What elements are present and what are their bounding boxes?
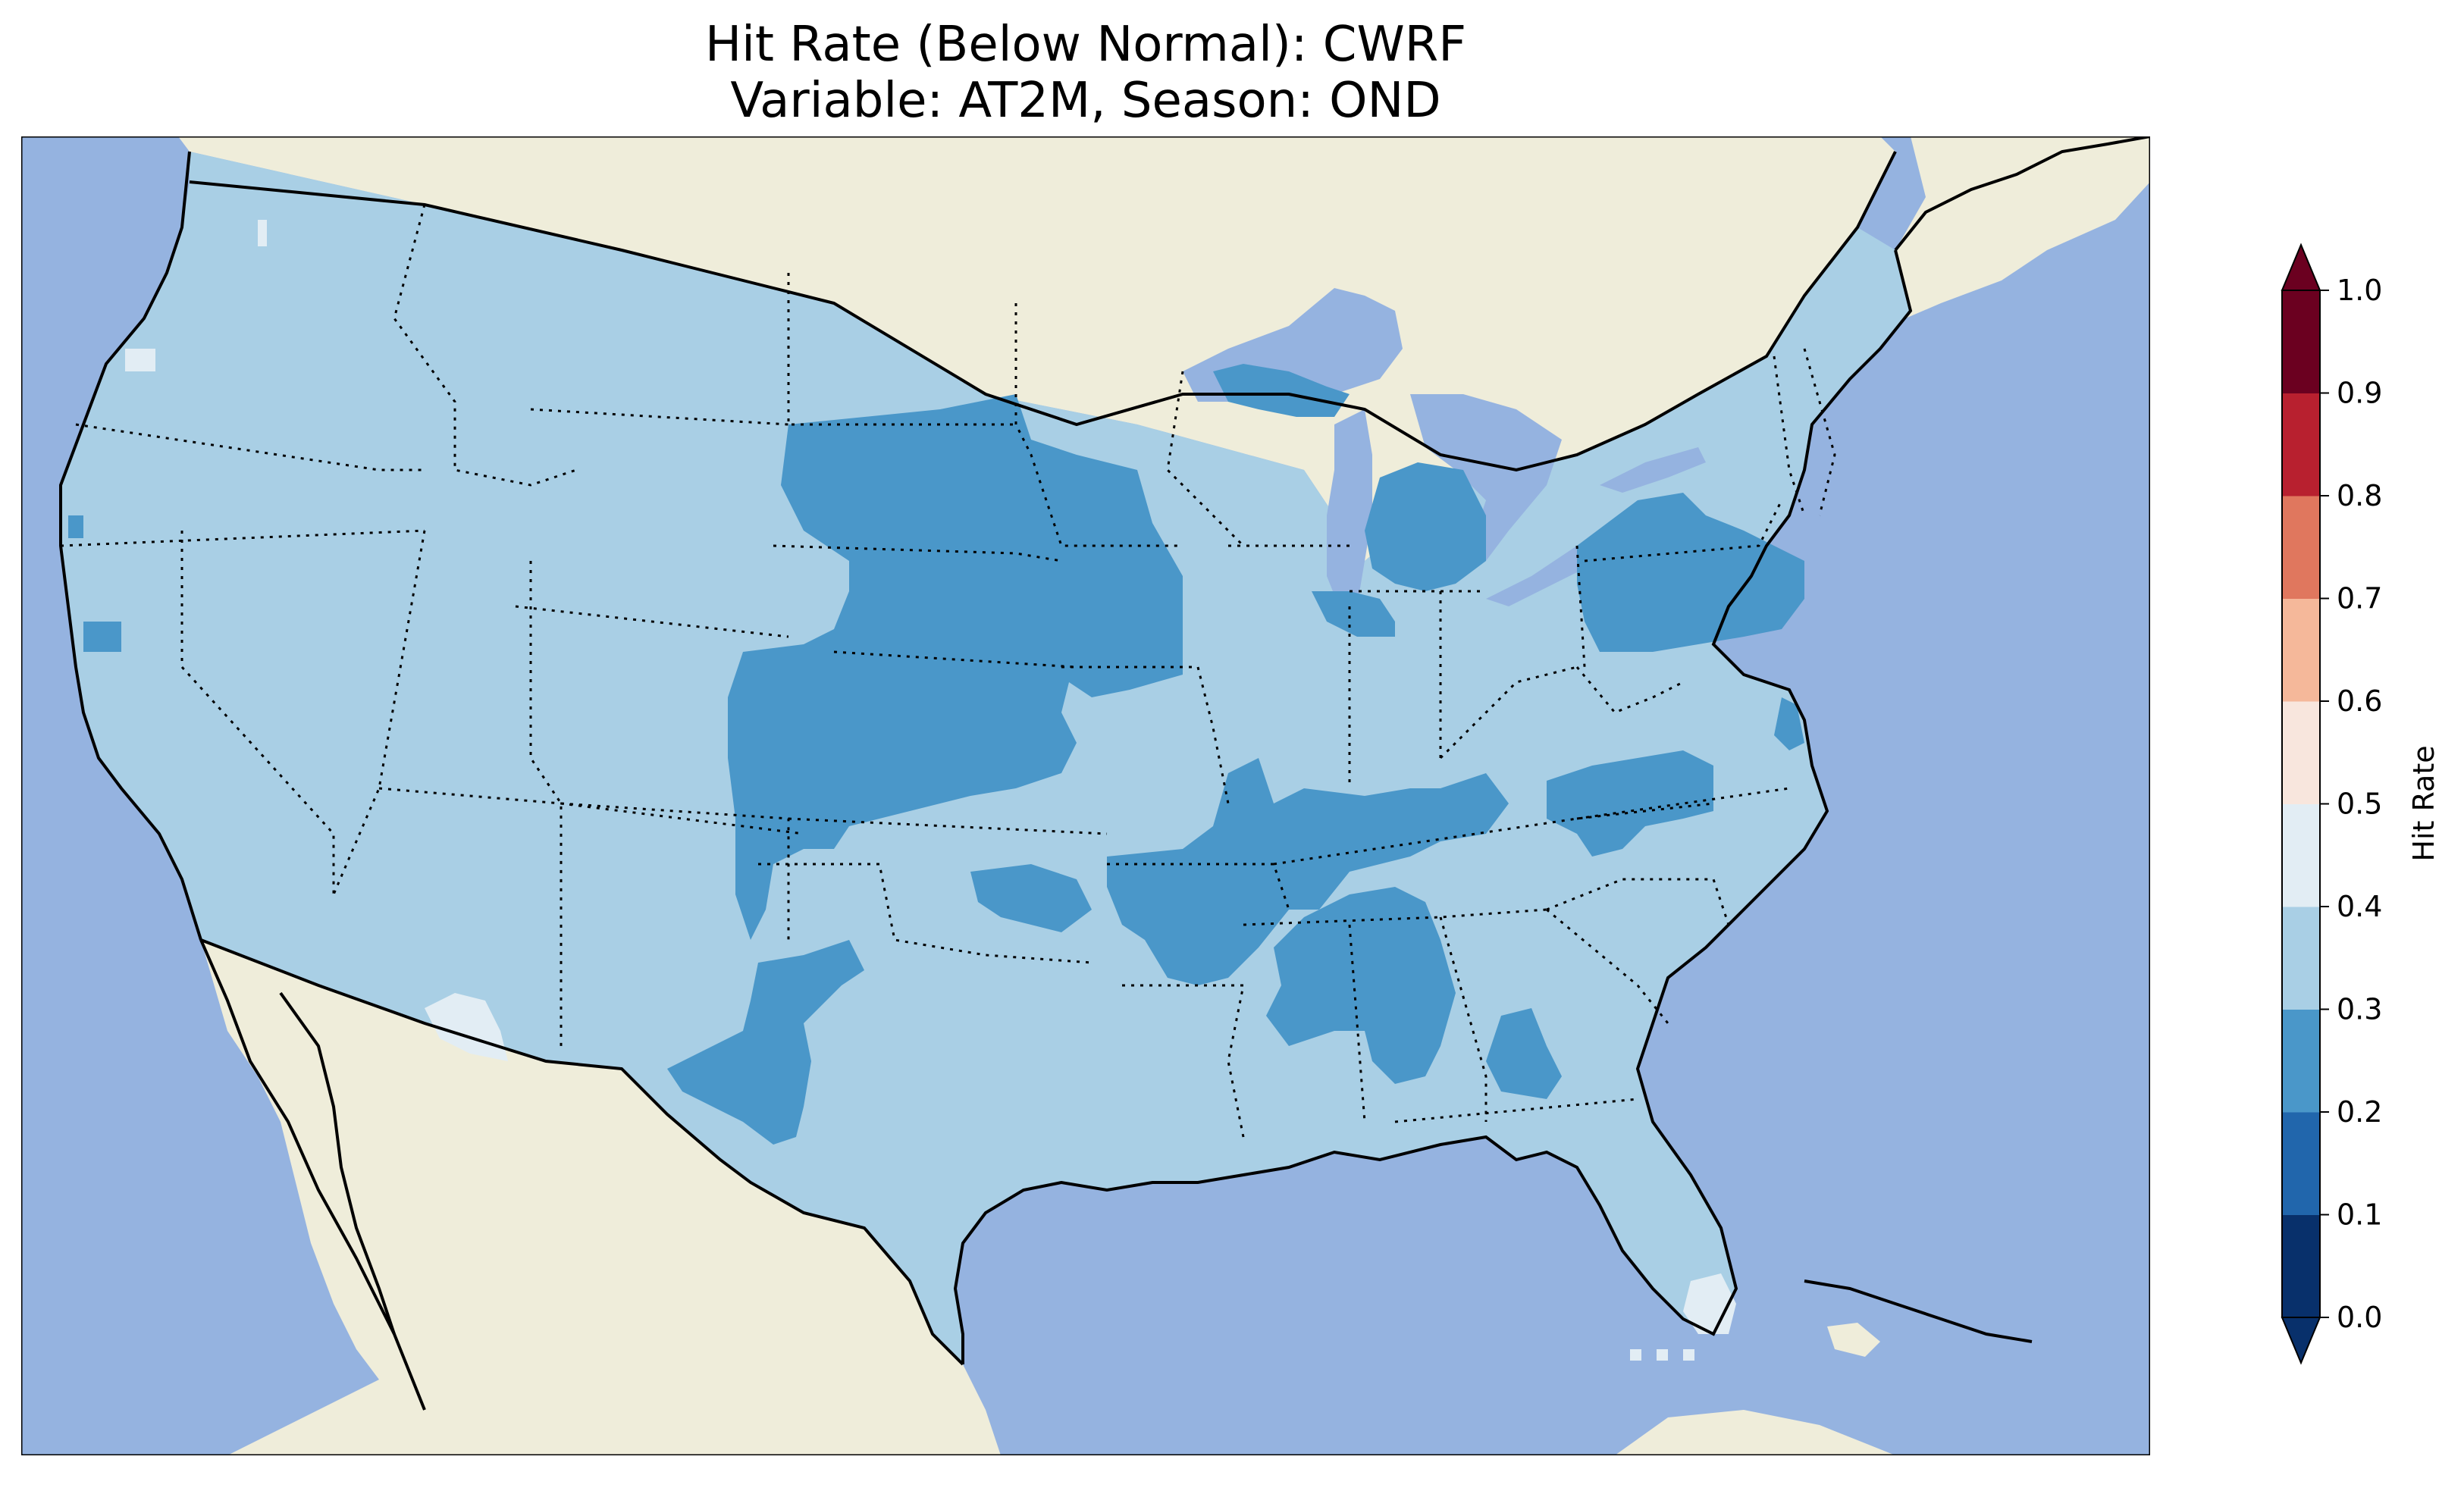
border-ny-vt xyxy=(1773,355,1806,516)
baja-coast xyxy=(199,939,426,1411)
colorbar-tick-label: 0.6 xyxy=(2337,684,2382,718)
lake-ontario xyxy=(1600,447,1706,493)
colorbar-label: Hit Rate xyxy=(2407,745,2440,861)
colorbar-bin xyxy=(2282,1009,2320,1113)
yucatan-land xyxy=(1615,1410,1895,1455)
border-al-ga xyxy=(1439,916,1487,1122)
colorbar-tick-label: 0.1 xyxy=(2337,1198,2382,1232)
us-mexico-border xyxy=(200,938,964,1366)
spot-florida xyxy=(1683,1273,1736,1334)
region-upper-midwest xyxy=(1213,364,1350,417)
chart-title: Hit Rate (Below Normal): CWRF Variable: … xyxy=(21,17,2150,129)
colorbar-bin xyxy=(2282,803,2320,907)
colorbar-bin xyxy=(2282,598,2320,702)
border-nv-ut xyxy=(332,530,426,895)
border-va-wv xyxy=(1575,666,1684,714)
coastlines xyxy=(59,136,2150,1411)
gulf-of-california-coast xyxy=(279,991,396,1335)
colorbar-tick-label: 0.0 xyxy=(2337,1301,2382,1334)
cuba-land xyxy=(1827,1323,1880,1357)
colorbar-tick-label: 0.4 xyxy=(2337,890,2382,923)
baja-land xyxy=(201,940,425,1440)
colorbar-bin xyxy=(2282,290,2320,393)
border-ks-ok xyxy=(788,817,1108,835)
border-ut-co xyxy=(529,561,563,1046)
hitrate-0.2-0.3-regions xyxy=(68,364,1804,1145)
lake-michigan xyxy=(1327,409,1372,614)
atlantic-gulf-coast xyxy=(953,249,1913,1364)
spot-keys-2 xyxy=(1657,1349,1668,1361)
colorbar-bin xyxy=(2282,1112,2320,1215)
maritimes-coast xyxy=(1894,136,2150,252)
border-id-mt xyxy=(393,204,577,487)
region-arkansas xyxy=(1107,758,1289,985)
colorbar-top-extend-arrow xyxy=(2281,243,2321,291)
region-michigan xyxy=(1365,462,1486,591)
border-ms-al xyxy=(1348,924,1366,1123)
colorbar-tick-label: 1.0 xyxy=(2337,274,2382,307)
border-pa-ny xyxy=(1584,500,1783,562)
state-borders xyxy=(60,204,1836,1138)
colorbar: 0.0 0.1 0.2 0.3 0.4 0.5 0.6 0.7 0.8 0.9 1.0 Hit Ra… xyxy=(2281,243,2440,1365)
us-canada-border xyxy=(189,151,1897,472)
region-northern-plains xyxy=(728,394,1183,940)
region-virginia xyxy=(1547,750,1713,857)
region-oklahoma xyxy=(970,864,1092,932)
colorbar-tick-label: 0.5 xyxy=(2337,788,2382,821)
colorbar-segments xyxy=(2282,290,2320,1318)
mexico-land xyxy=(201,940,1001,1455)
border-or-ca-nv xyxy=(60,529,425,547)
title-line-1: Hit Rate (Below Normal): CWRF xyxy=(705,17,1466,73)
border-ne-ks xyxy=(833,650,1077,669)
map-panel xyxy=(21,136,2150,1455)
border-sd-ne xyxy=(773,544,1062,562)
colorbar-tick-label: 0.7 xyxy=(2337,582,2382,615)
region-mississippi-alabama xyxy=(1266,887,1456,1084)
region-california-spot xyxy=(68,515,83,538)
colorbar-tick-label: 0.8 xyxy=(2337,479,2382,512)
pacific-coast xyxy=(59,151,202,941)
colorbar-tick-label: 0.3 xyxy=(2337,993,2382,1026)
colorbar-tick-label: 0.9 xyxy=(2337,377,2382,410)
border-mn-ia xyxy=(1014,303,1183,547)
spot-keys-3 xyxy=(1683,1349,1694,1361)
colorbar-bin xyxy=(2282,1214,2320,1318)
border-oh-pa xyxy=(1575,545,1586,668)
title-line-2: Variable: AT2M, Season: OND xyxy=(730,73,1441,129)
spot-washington xyxy=(258,220,267,246)
colorbar-tick-label: 0.2 xyxy=(2337,1095,2382,1129)
region-south-texas xyxy=(667,940,864,1145)
border-new-england xyxy=(1803,348,1836,516)
cuba-coast xyxy=(1804,1279,2033,1343)
spot-oregon xyxy=(125,349,155,371)
region-tennessee xyxy=(1274,773,1509,910)
region-pennsylvania xyxy=(1577,493,1804,652)
border-mt-wy xyxy=(530,408,789,426)
border-ky-tn xyxy=(1273,802,1714,866)
lake-huron xyxy=(1410,394,1562,561)
colorbar-bottom-extend-arrow xyxy=(2281,1317,2321,1365)
border-tn-ms-al xyxy=(1243,908,1547,926)
colorbar-bin xyxy=(2282,496,2320,599)
region-chesapeake xyxy=(1774,697,1804,750)
border-wy-co xyxy=(515,605,789,638)
region-georgia-spot xyxy=(1486,1008,1562,1099)
region-indiana-illinois xyxy=(1312,591,1395,637)
border-nv-ca xyxy=(180,531,335,894)
border-wa-or xyxy=(75,423,425,471)
colorbar-bin xyxy=(2282,907,2320,1010)
colorbar-bin xyxy=(2282,701,2320,804)
border-ia-mo xyxy=(1061,666,1230,804)
spot-keys-1 xyxy=(1630,1349,1641,1361)
colorbar-ticks: 0.0 0.1 0.2 0.3 0.4 0.5 0.6 0.7 0.8 0.9 1.0 xyxy=(2320,274,2382,1334)
maritime-land xyxy=(1865,136,2150,326)
border-ga-fl xyxy=(1394,1098,1638,1123)
border-ga-sc xyxy=(1546,908,1669,1024)
border-ar-la xyxy=(1122,984,1245,1138)
colorbar-bin xyxy=(2282,393,2320,496)
border-nd-sd xyxy=(787,273,1016,426)
region-oregon-spot xyxy=(83,622,121,652)
